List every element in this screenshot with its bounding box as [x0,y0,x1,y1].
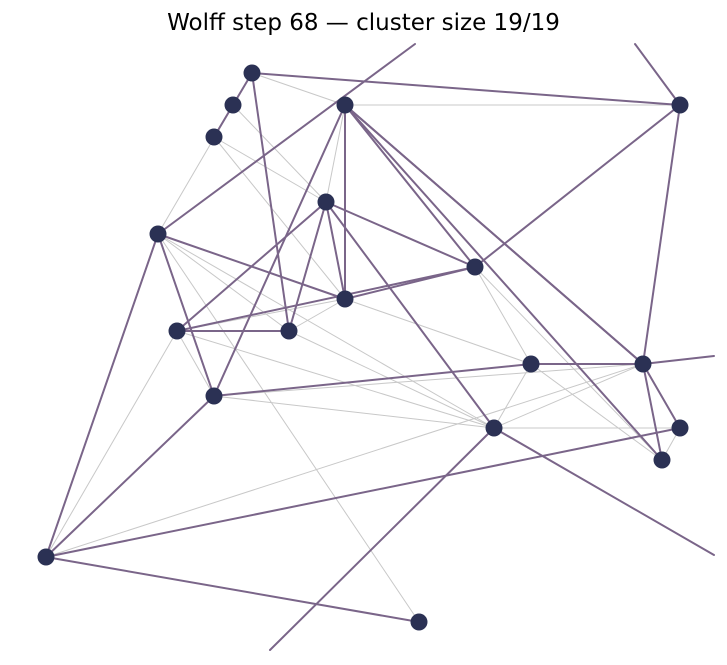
graph-node-n2 [224,96,242,114]
cluster-edge [642,104,681,365]
cluster-edge [344,104,644,365]
graph-node-n5 [336,96,354,114]
cluster-edge-wrap [269,427,495,651]
plain-edge [493,363,644,429]
cluster-edge [213,104,346,397]
plain-edge [530,363,663,461]
cluster-edge [325,201,476,268]
cluster-edge [474,104,681,268]
plain-edge [213,395,495,429]
cluster-edge [176,266,476,332]
graph-node-n17 [410,613,428,631]
cluster-edge [213,363,532,397]
cluster-edge [251,72,681,106]
cluster-edges-layer [45,43,715,651]
cluster-edge [157,233,215,397]
plain-edge [493,363,532,429]
plain-edge [251,72,346,106]
nodes-layer [37,64,689,631]
plain-edge [474,266,532,365]
plain-edge [213,136,327,203]
cluster-edge [45,395,215,558]
cluster-edge [344,104,476,268]
graph-node-n13 [522,355,540,373]
graph-node-n3 [205,128,223,146]
plain-edge [45,330,178,558]
graph-node-n19 [653,451,671,469]
cluster-edge [344,104,663,461]
plain-edge [288,330,495,429]
cluster-edge [325,201,346,300]
cluster-edge [45,427,681,558]
graph-node-n18 [671,419,689,437]
graph-node-n11 [466,258,484,276]
graph-node-n1 [243,64,261,82]
graph-node-n8 [336,290,354,308]
plain-edge [344,298,532,365]
cluster-edge [251,72,290,332]
graph-node-n10 [168,322,186,340]
plain-edge [232,104,327,203]
graph-node-n15 [485,419,503,437]
cluster-edge [288,201,327,332]
cluster-edge [642,363,681,429]
cluster-edge [642,363,663,461]
plain-edge [213,136,346,300]
chart-title: Wolff step 68 — cluster size 19/19 [167,10,560,36]
graph-node-n14 [634,355,652,373]
cluster-edge [325,201,495,429]
plain-edges-layer [45,72,681,623]
cluster-edge [157,233,346,300]
graph-node-n6 [317,193,335,211]
plain-edge [157,233,420,623]
cluster-edge-wrap [157,43,416,235]
graph-node-n9 [280,322,298,340]
plain-edge [157,233,495,429]
graph-node-n7 [149,225,167,243]
plain-edge [176,330,215,397]
graph-node-n12 [205,387,223,405]
plain-edge [213,363,644,397]
plain-edge [176,330,495,429]
cluster-edge-wrap [493,427,715,556]
graph-node-n4 [671,96,689,114]
plain-edge [157,233,290,332]
graph-node-n16 [37,548,55,566]
cluster-edge [45,233,159,558]
cluster-edge-wrap [634,43,681,106]
cluster-edge-wrap [642,355,715,365]
plain-edge [325,104,346,203]
cluster-edge [45,556,420,623]
plain-edge [45,363,644,558]
plain-edge [288,298,346,332]
